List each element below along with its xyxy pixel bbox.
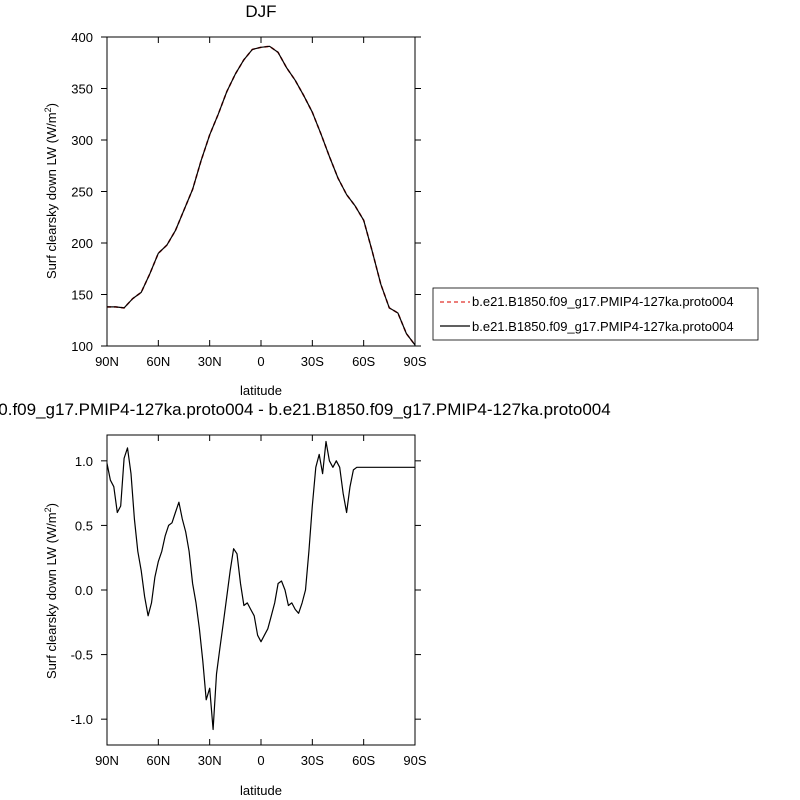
top-x-tick-label-2: 60N [146, 354, 170, 369]
top-y-tick-label-6: 350 [71, 82, 93, 97]
top-y-tick-label-1: 100 [71, 339, 93, 354]
top-plot-area: 90N 60N 30N 0 30S 60S 90S 100 150 200 250 300 350 400 [71, 30, 427, 369]
top-panel: DJF 90N 60N 30N 0 30S 60S 90S 100 150 200 250 300 35… [43, 2, 427, 398]
bottom-y-tick-label-5: -1.0 [71, 712, 93, 727]
legend: b.e21.B1850.f09_g17.PMIP4-127ka.proto004… [432, 287, 759, 341]
top-y-tick-label-2: 150 [71, 288, 93, 303]
legend-box [432, 287, 759, 341]
top-x-tick-label-6: 60S [352, 354, 375, 369]
bottom-y-tick-label-2: 0.5 [75, 518, 93, 533]
bottom-x-axis-label: latitude [240, 783, 282, 798]
legend-entry-1: b.e21.B1850.f09_g17.PMIP4-127ka.proto004 [472, 294, 734, 309]
top-x-tick-label-3: 30N [198, 354, 222, 369]
bottom-x-tick-label-7: 90S [403, 753, 426, 768]
top-x-tick-label-1: 90N [95, 354, 119, 369]
bottom-panel: b.e21.B1850.f09_g17.PMIP4-127ka.proto004… [0, 400, 611, 798]
bottom-x-tick-label-1: 90N [95, 753, 119, 768]
top-y-tick-label-3: 200 [71, 236, 93, 251]
top-chart-title: DJF [245, 2, 276, 21]
top-x-axis-label: latitude [240, 383, 282, 398]
top-x-tick-label-7: 90S [403, 354, 426, 369]
top-y-tick-label-7: 400 [71, 30, 93, 45]
bottom-x-tick-label-6: 60S [352, 753, 375, 768]
top-y-tick-label-5: 300 [71, 133, 93, 148]
top-x-tick-label-4: 0 [257, 354, 264, 369]
bottom-x-tick-label-5: 30S [301, 753, 324, 768]
bottom-y-tick-label-1: 1.0 [75, 454, 93, 469]
top-plot-frame [106, 36, 416, 347]
top-series-line-1 [107, 45, 416, 346]
bottom-x-tick-label-3: 30N [198, 753, 222, 768]
bottom-y-axis-label: Surf clearsky down LW (W/m2) [43, 503, 59, 679]
bottom-x-tick-label-2: 60N [146, 753, 170, 768]
bottom-y-tick-label-4: -0.5 [71, 648, 93, 663]
bottom-x-tick-label-4: 0 [257, 753, 264, 768]
top-y-axis-label: Surf clearsky down LW (W/m2) [43, 103, 59, 279]
top-series-line-2 [107, 45, 416, 346]
legend-entry-2: b.e21.B1850.f09_g17.PMIP4-127ka.proto004 [472, 319, 734, 334]
bottom-y-tick-label-3: 0.0 [75, 583, 93, 598]
bottom-plot-area: 90N 60N 30N 0 30S 60S 90S 1.0 0.5 0.0 -0.5 -1.0 [71, 434, 427, 768]
top-y-tick-label-4: 250 [71, 185, 93, 200]
top-x-tick-label-5: 30S [301, 354, 324, 369]
bottom-chart-title: b.e21.B1850.f09_g17.PMIP4-127ka.proto004… [0, 400, 611, 419]
bottom-series-line-1 [106, 440, 415, 731]
